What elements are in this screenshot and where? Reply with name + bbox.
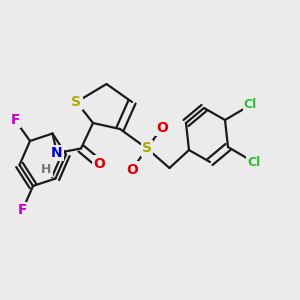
Text: H: H bbox=[41, 163, 52, 176]
Text: S: S bbox=[71, 95, 82, 109]
Text: F: F bbox=[10, 113, 20, 127]
Text: S: S bbox=[142, 142, 152, 155]
Text: O: O bbox=[126, 163, 138, 176]
Text: N: N bbox=[51, 146, 63, 160]
Text: O: O bbox=[93, 157, 105, 170]
Text: Cl: Cl bbox=[244, 98, 257, 112]
Text: Cl: Cl bbox=[247, 155, 260, 169]
Text: O: O bbox=[156, 121, 168, 134]
Text: F: F bbox=[18, 203, 27, 217]
